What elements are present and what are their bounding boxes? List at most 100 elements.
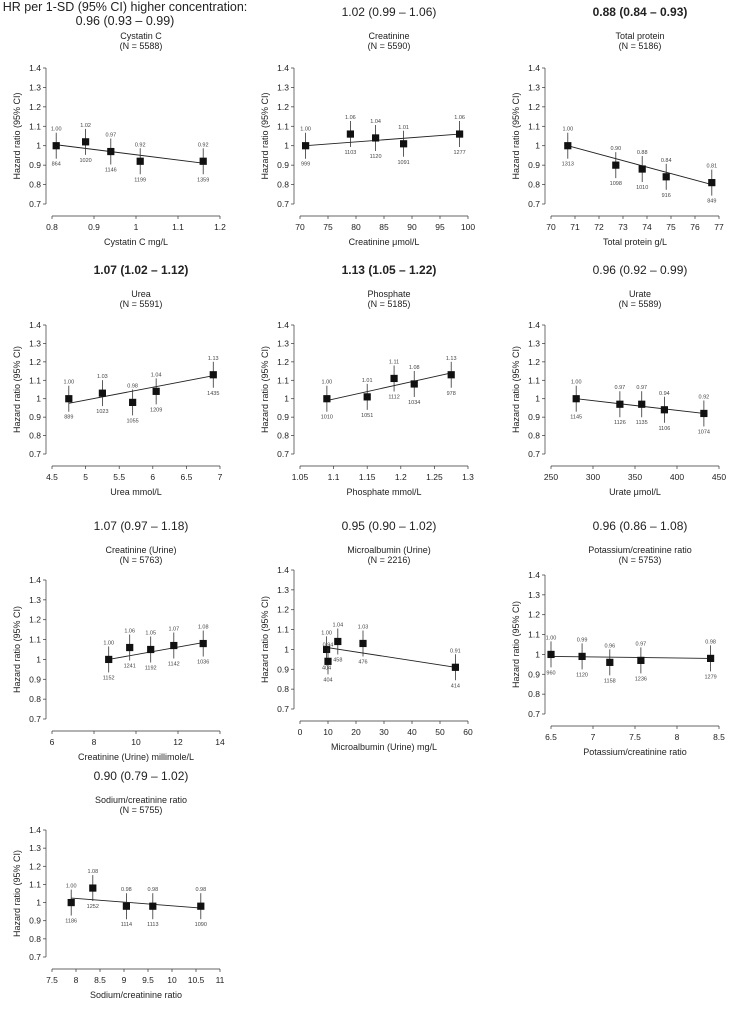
- y-tick-label: 1.2: [29, 102, 41, 112]
- x-tick-label: 71: [570, 222, 580, 232]
- count-label: 1359: [197, 177, 209, 183]
- y-tick-label: 0.9: [528, 669, 540, 679]
- hr-label: 0.81: [706, 164, 717, 170]
- count-label: 1010: [636, 185, 648, 191]
- panel-n: (N = 5590): [368, 41, 411, 51]
- hr-point: [400, 140, 408, 148]
- hr-point: [359, 639, 367, 648]
- panel-subtitle: Potassium/creatinine ratio: [588, 545, 692, 555]
- hr-point: [89, 884, 97, 892]
- x-tick-label: 85: [379, 222, 389, 232]
- hr-label: 1.00: [51, 127, 62, 133]
- count-label: 978: [447, 391, 456, 397]
- hr-label: 0.98: [147, 887, 158, 893]
- hr-point: [67, 898, 75, 907]
- x-tick-label: 10: [167, 975, 177, 985]
- x-tick-label: 10: [131, 737, 141, 747]
- x-tick-label: 11: [216, 975, 225, 985]
- panel-header: 1.07 (0.97 – 1.18): [94, 519, 189, 533]
- hr-point: [147, 645, 155, 654]
- y-tick-label: 1.1: [277, 121, 289, 131]
- hr-point: [302, 142, 310, 150]
- hr-point: [209, 371, 217, 379]
- count-label: 1098: [610, 181, 622, 187]
- y-tick-label: 1: [284, 394, 289, 404]
- y-tick-label: 1.4: [29, 320, 41, 330]
- panel-header: 1.02 (0.99 – 1.06): [342, 5, 437, 19]
- count-label: 1103: [344, 150, 356, 156]
- x-axis-label: Potassium/creatinine ratio: [583, 747, 687, 757]
- count-label: 1010: [321, 415, 333, 421]
- y-tick-label: 1.3: [528, 82, 540, 92]
- y-tick-label: 0.9: [29, 916, 41, 926]
- panel-n: (N = 2216): [368, 555, 411, 565]
- hr-point: [662, 173, 670, 181]
- y-tick-label: 1.1: [29, 635, 41, 645]
- hr-label: 1.07: [168, 627, 179, 633]
- hr-point: [363, 393, 371, 401]
- x-axis-label: Urate μmol/L: [609, 487, 661, 497]
- x-tick-label: 1.1: [172, 222, 184, 232]
- chart-panel-4: 1.07 (1.02 – 1.12) Urea(N = 5591) 0.7 0.8 0.…: [12, 263, 223, 497]
- x-tick-label: 1.2: [395, 472, 407, 482]
- x-tick-label: 350: [628, 472, 642, 482]
- y-tick-label: 0.8: [277, 684, 289, 694]
- x-tick-label: 14: [215, 737, 225, 747]
- trend-line: [550, 655, 711, 659]
- hr-label: 1.00: [66, 884, 77, 890]
- count-label: 1120: [576, 672, 588, 678]
- y-tick-label: 1.4: [528, 63, 540, 73]
- chart-panel-5: 1.13 (1.05 – 1.22) Phosphate(N = 5185) 0.7…: [260, 263, 474, 497]
- trend-line: [567, 145, 712, 186]
- count-label: 849: [707, 199, 716, 205]
- y-tick-label: 0.9: [277, 664, 289, 674]
- y-tick-label: 0.9: [29, 412, 41, 422]
- y-tick-label: 1: [36, 394, 41, 404]
- panel-n: (N = 5185): [368, 299, 411, 309]
- hr-label: 0.84: [661, 158, 672, 164]
- x-axis-label: Creatinine (Urine) millimole/L: [78, 752, 194, 762]
- count-label: 1055: [127, 418, 139, 424]
- hr-label: 1.00: [63, 380, 74, 386]
- y-tick-label: 0.8: [528, 431, 540, 441]
- panel-subtitle: Urate: [629, 289, 651, 299]
- y-tick-label: 1.2: [29, 861, 41, 871]
- hr-label: 1.06: [454, 115, 465, 121]
- x-tick-label: 10.5: [188, 975, 205, 985]
- x-tick-label: 8: [675, 732, 680, 742]
- count-label: 1313: [562, 162, 574, 168]
- panel-header: 0.96 (0.86 – 1.08): [593, 519, 688, 533]
- y-tick-label: 1.3: [528, 590, 540, 600]
- x-tick-label: 1.15: [359, 472, 376, 482]
- y-tick-label: 1.4: [528, 320, 540, 330]
- hr-label: 1.00: [103, 640, 114, 646]
- x-axis-label: Phosphate mmol/L: [346, 487, 421, 497]
- hr-label: 0.97: [615, 385, 626, 391]
- hr-label: 0.98: [195, 887, 206, 893]
- chart-panel-6: 0.96 (0.92 – 0.99) Urate(N = 5589) 0.7 0.8 0…: [511, 263, 726, 497]
- trend-line: [326, 646, 456, 668]
- x-tick-label: 7.5: [46, 975, 58, 985]
- count-label: 1209: [150, 407, 162, 413]
- y-axis-label: Hazard ratio (95% CI): [260, 596, 270, 683]
- count-label: 1074: [698, 429, 710, 435]
- x-tick-label: 74: [642, 222, 652, 232]
- count-label: 1020: [79, 158, 91, 164]
- y-tick-label: 1.2: [277, 357, 289, 367]
- y-tick-label: 1.1: [29, 879, 41, 889]
- x-axis-label: Urea mmol/L: [110, 487, 162, 497]
- y-tick-label: 1.3: [29, 82, 41, 92]
- hr-point: [572, 395, 580, 403]
- chart-panel-9: 0.96 (0.86 – 1.08) Potassium/creatinine r…: [511, 519, 725, 757]
- y-tick-label: 1.2: [277, 102, 289, 112]
- y-tick-label: 1.3: [277, 585, 289, 595]
- hr-point: [547, 650, 555, 659]
- hr-point: [660, 406, 668, 414]
- x-tick-label: 6: [50, 737, 55, 747]
- x-tick-label: 60: [463, 727, 473, 737]
- count-label: 1158: [604, 678, 616, 684]
- y-tick-label: 1.3: [528, 338, 540, 348]
- count-label: 1236: [635, 676, 647, 682]
- hr-point: [390, 374, 398, 383]
